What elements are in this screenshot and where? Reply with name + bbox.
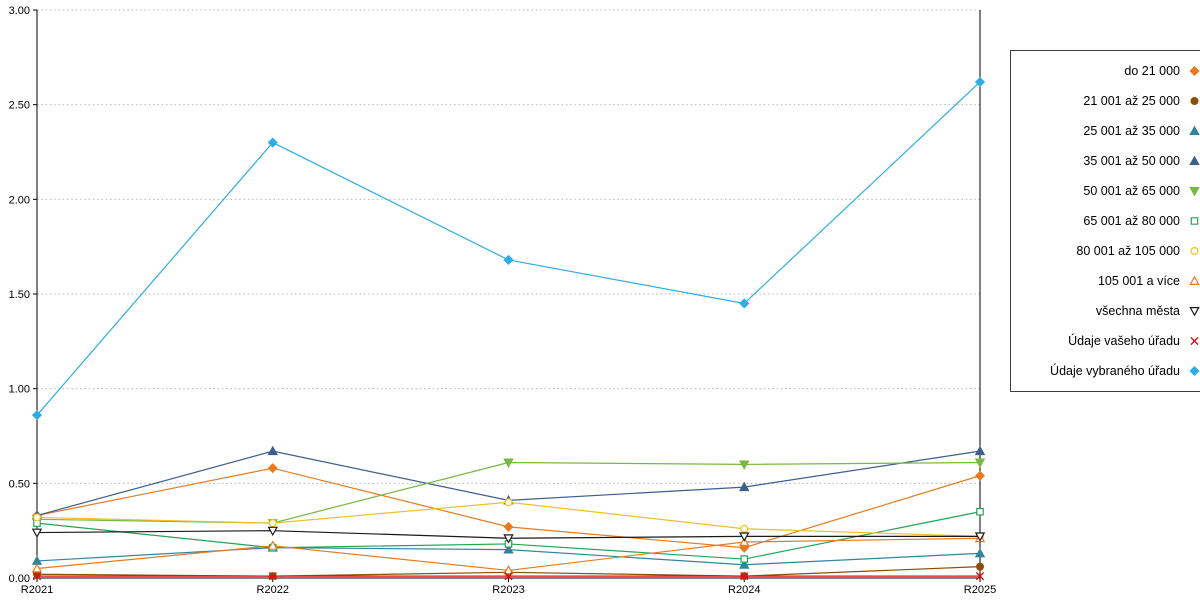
triangle-up-marker-icon: [1189, 155, 1200, 165]
legend-item-3[interactable]: 35 001 až 50 000: [1015, 146, 1200, 176]
triangle-up-marker: [267, 540, 278, 550]
y-axis-tick-label: 0.00: [9, 573, 30, 585]
legend-label: 105 001 a více: [1097, 274, 1180, 288]
diamond-marker: [267, 137, 278, 148]
diamond-marker: [974, 470, 986, 481]
legend-item-4[interactable]: 50 001 až 65 000: [1015, 176, 1200, 206]
x-marker: [504, 572, 513, 581]
diamond-marker: [267, 463, 278, 474]
square-marker-icon: [1190, 217, 1199, 225]
triangle-up-marker: [739, 481, 750, 492]
legend-label: 25 001 až 35 000: [1083, 124, 1180, 138]
legend-label: 21 001 až 25 000: [1083, 94, 1180, 108]
legend-label: Údaje vybraného úřadu: [1050, 364, 1180, 378]
x-marker: [268, 572, 277, 581]
legend-item-9[interactable]: Údaje vašeho úřadu: [1015, 326, 1200, 356]
y-axis-tick-label: 2.50: [9, 100, 30, 112]
x-marker: [975, 572, 985, 581]
triangle-down-marker: [267, 526, 278, 537]
triangle-up-marker: [267, 445, 278, 456]
triangle-up-marker-icon: [1189, 125, 1200, 135]
circle-marker: [975, 562, 984, 571]
triangle-down-marker-icon: [1189, 307, 1200, 317]
x-axis-tick-label: R2024: [728, 584, 760, 596]
series-line-10: [36, 81, 981, 416]
diamond-marker: [503, 254, 514, 265]
diamond-marker-icon: [1189, 365, 1200, 377]
diamond-marker: [974, 76, 986, 87]
triangle-up-marker: [739, 559, 750, 569]
x-axis-tick-label: R2021: [21, 584, 53, 596]
triangle-up-marker: [31, 563, 43, 573]
diamond-marker: [739, 298, 750, 309]
legend-label: 35 001 až 50 000: [1083, 154, 1180, 168]
legend-label: 50 001 až 65 000: [1083, 184, 1180, 198]
x-marker: [32, 572, 42, 581]
legend-item-10[interactable]: Údaje vybraného úřadu: [1015, 356, 1200, 386]
x-marker: [740, 572, 749, 581]
triangle-up-marker: [503, 544, 514, 554]
square-marker: [740, 555, 749, 563]
triangle-down-marker: [974, 458, 986, 468]
triangle-up-marker: [974, 445, 986, 456]
legend-label: 65 001 až 80 000: [1083, 214, 1180, 228]
legend-label: Údaje vašeho úřadu: [1068, 334, 1180, 348]
x-axis-tick-label: R2023: [492, 584, 524, 596]
legend-label: do 21 000: [1124, 64, 1180, 78]
y-axis-tick-label: 3.00: [9, 5, 30, 17]
triangle-down-marker: [974, 532, 986, 542]
y-axis-tick-label: 1.00: [9, 384, 30, 396]
diamond-marker-icon: [1189, 65, 1200, 77]
circle-marker: [740, 524, 749, 533]
triangle-down-marker: [503, 534, 514, 544]
y-axis-tick-label: 1.50: [9, 289, 30, 301]
triangle-up-marker-icon: [1189, 275, 1200, 285]
triangle-down-marker: [31, 528, 43, 538]
triangle-down-marker: [503, 458, 514, 468]
circle-marker: [32, 513, 41, 522]
y-axis-tick-label: 2.00: [9, 194, 30, 206]
legend-label: všechna města: [1095, 304, 1180, 318]
y-axis-tick-label: 0.50: [9, 478, 30, 490]
triangle-down-marker: [739, 532, 750, 542]
diamond-marker: [31, 410, 43, 421]
triangle-up-marker: [974, 547, 986, 558]
legend-item-8[interactable]: všechna města: [1015, 296, 1200, 326]
legend-item-1[interactable]: 21 001 až 25 000: [1015, 86, 1200, 116]
legend-item-6[interactable]: 80 001 až 105 000: [1015, 236, 1200, 266]
triangle-up-marker: [503, 564, 514, 575]
legend-item-0[interactable]: do 21 000: [1015, 56, 1200, 86]
circle-marker: [504, 498, 513, 507]
x-marker-icon: [1190, 336, 1199, 346]
series-line-4: [36, 461, 981, 524]
circle-marker-icon: [1190, 246, 1199, 256]
square-marker: [976, 507, 984, 516]
diamond-marker: [503, 521, 514, 532]
triangle-down-marker-icon: [1189, 187, 1200, 197]
x-axis-tick-label: R2022: [257, 584, 289, 596]
x-axis-tick-label: R2025: [964, 584, 996, 596]
circle-marker-icon: [1190, 96, 1199, 106]
chart-legend: do 21 000 21 001 až 25 000 25 001 až 35 00…: [1010, 50, 1200, 392]
circle-marker: [268, 519, 277, 528]
legend-item-2[interactable]: 25 001 až 35 000: [1015, 116, 1200, 146]
legend-item-5[interactable]: 65 001 až 80 000: [1015, 206, 1200, 236]
legend-item-7[interactable]: 105 001 a více: [1015, 266, 1200, 296]
triangle-down-marker: [739, 460, 750, 470]
legend-label: 80 001 až 105 000: [1076, 244, 1180, 258]
